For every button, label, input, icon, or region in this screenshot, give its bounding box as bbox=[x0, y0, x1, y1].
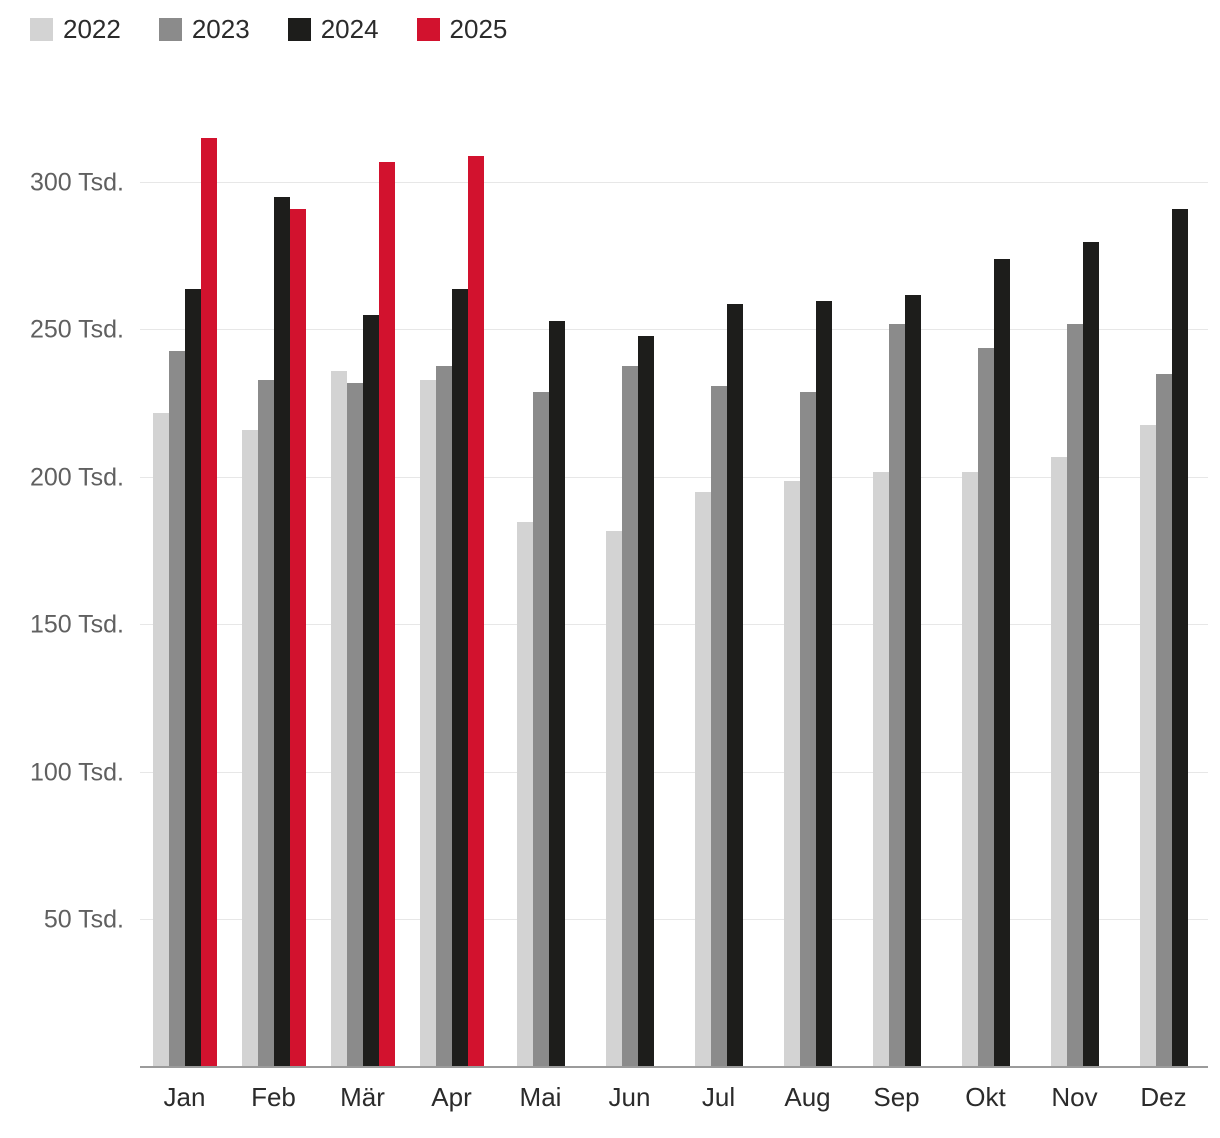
bar-2022-Feb bbox=[241, 430, 258, 1068]
bar-2022-Mai bbox=[516, 521, 533, 1068]
bar-group-Nov bbox=[1030, 94, 1119, 1068]
bar-2022-Nov bbox=[1050, 457, 1067, 1068]
legend-swatch-2022 bbox=[30, 17, 53, 41]
bar-2022-Mär bbox=[330, 371, 347, 1068]
bar-2022-Okt bbox=[961, 471, 978, 1068]
x-axis-label-Dez: Dez bbox=[1140, 1082, 1187, 1112]
x-axis-label-Feb: Feb bbox=[251, 1082, 296, 1112]
gridline-150: 150 Tsd. bbox=[30, 611, 1208, 639]
x-axis-label-Jul: Jul bbox=[701, 1082, 736, 1112]
y-axis-tick-label: 300 Tsd. bbox=[29, 168, 124, 197]
gridline-50: 50 Tsd. bbox=[44, 906, 1208, 934]
gridline-100: 100 Tsd. bbox=[30, 758, 1208, 786]
bar-2022-Jan bbox=[152, 412, 169, 1068]
bar-2025-Mär bbox=[378, 161, 395, 1068]
bar-group-Jan bbox=[140, 94, 229, 1068]
bar-2023-Mai bbox=[532, 392, 549, 1068]
bar-2023-Jul bbox=[710, 386, 727, 1068]
bar-2023-Feb bbox=[257, 380, 274, 1068]
x-axis: Jan Feb Mär Apr Mai Jun Jul Aug Sep Okt Nov Dez bbox=[140, 1068, 1208, 1113]
bar-2022-Jul bbox=[694, 492, 711, 1068]
legend-item-2022: 2022 bbox=[30, 14, 121, 45]
legend-label: 2025 bbox=[449, 13, 508, 44]
x-axis-label-Jun: Jun bbox=[608, 1082, 651, 1112]
bar-chart: 2022 2023 2024 2025 50 Tsd. 100 Tsd. 150 Tsd.… bbox=[18, 12, 1208, 1113]
y-axis-tick-label: 200 Tsd. bbox=[29, 463, 124, 492]
bar-2025-Feb bbox=[289, 209, 306, 1068]
gridlines: 50 Tsd. 100 Tsd. 150 Tsd. 200 Tsd. 250 Tsd. 3… bbox=[30, 94, 1208, 1068]
legend-item-2024: 2024 bbox=[287, 13, 379, 45]
bar-2023-Okt bbox=[977, 347, 994, 1068]
bar-2024-Aug bbox=[815, 300, 832, 1068]
bar-2024-Apr bbox=[451, 288, 468, 1068]
bar-2024-Dez bbox=[1171, 209, 1188, 1068]
legend-label: 2024 bbox=[320, 13, 379, 44]
bar-2023-Sep bbox=[888, 324, 905, 1068]
legend: 2022 2023 2024 2025 bbox=[18, 12, 1208, 46]
gridline-250: 250 Tsd. bbox=[30, 316, 1208, 344]
legend-label: 2022 bbox=[63, 13, 121, 44]
x-axis-label-Okt: Okt bbox=[965, 1082, 1006, 1112]
bar-2023-Aug bbox=[799, 392, 816, 1068]
plot-wrapper: 50 Tsd. 100 Tsd. 150 Tsd. 200 Tsd. 250 Tsd. 3… bbox=[18, 94, 1208, 1113]
bar-group-Okt bbox=[941, 94, 1030, 1068]
x-axis-label-Aug: Aug bbox=[784, 1082, 831, 1112]
bar-2024-Feb bbox=[273, 197, 290, 1068]
bar-2024-Mai bbox=[548, 321, 565, 1068]
legend-swatch-2024 bbox=[287, 17, 311, 41]
bar-2022-Sep bbox=[872, 471, 889, 1068]
bar-group-Dez bbox=[1119, 94, 1208, 1068]
bar-group-Aug bbox=[763, 94, 852, 1068]
y-axis-tick-label: 50 Tsd. bbox=[43, 905, 124, 934]
x-axis-label-Sep: Sep bbox=[873, 1082, 920, 1112]
plot-area: 50 Tsd. 100 Tsd. 150 Tsd. 200 Tsd. 250 Tsd. 3… bbox=[30, 94, 1208, 1068]
bar-2024-Jun bbox=[637, 336, 654, 1068]
bar-2022-Dez bbox=[1139, 424, 1156, 1068]
legend-swatch-2025 bbox=[416, 17, 440, 41]
bar-2023-Apr bbox=[435, 365, 452, 1068]
bar-group-Apr bbox=[407, 94, 496, 1068]
bar-group-Mär bbox=[318, 94, 407, 1068]
legend-item-2025: 2025 bbox=[416, 13, 508, 45]
bar-2024-Okt bbox=[993, 259, 1010, 1068]
bar-2022-Aug bbox=[783, 480, 800, 1068]
bar-2022-Jun bbox=[605, 530, 622, 1068]
bar-2023-Mär bbox=[346, 383, 363, 1068]
bar-2024-Jan bbox=[184, 288, 201, 1068]
gridline-200: 200 Tsd. bbox=[30, 463, 1208, 491]
bar-2025-Apr bbox=[467, 155, 484, 1068]
bar-2024-Mär bbox=[362, 315, 379, 1068]
bar-groups bbox=[140, 94, 1208, 1068]
bar-2023-Jun bbox=[621, 365, 638, 1068]
bar-2025-Jan bbox=[200, 138, 217, 1068]
legend-swatch-2023 bbox=[158, 17, 182, 41]
y-axis-tick-label: 150 Tsd. bbox=[29, 610, 124, 639]
legend-label: 2023 bbox=[191, 13, 250, 44]
bar-group-Jul bbox=[674, 94, 763, 1068]
x-axis-label-Jan: Jan bbox=[163, 1082, 206, 1112]
bar-group-Feb bbox=[229, 94, 318, 1068]
bar-group-Jun bbox=[585, 94, 674, 1068]
x-axis-line bbox=[140, 1066, 1208, 1068]
bar-2023-Jan bbox=[168, 350, 185, 1068]
bar-2023-Dez bbox=[1155, 374, 1172, 1068]
legend-item-2023: 2023 bbox=[158, 13, 250, 45]
bar-2022-Apr bbox=[419, 380, 436, 1068]
bar-2024-Jul bbox=[726, 303, 743, 1068]
x-axis-label-Mär: Mär bbox=[340, 1082, 385, 1112]
bar-2023-Nov bbox=[1066, 324, 1083, 1068]
bar-group-Mai bbox=[496, 94, 585, 1068]
bar-2024-Sep bbox=[904, 294, 921, 1068]
y-axis-tick-label: 250 Tsd. bbox=[29, 315, 124, 344]
x-axis-label-Nov: Nov bbox=[1051, 1082, 1098, 1112]
x-axis-label-Apr: Apr bbox=[431, 1082, 472, 1112]
bar-group-Sep bbox=[852, 94, 941, 1068]
bar-2024-Nov bbox=[1082, 241, 1099, 1068]
gridline-300: 300 Tsd. bbox=[30, 168, 1208, 196]
y-axis-tick-label: 100 Tsd. bbox=[29, 758, 124, 787]
x-axis-label-Mai: Mai bbox=[519, 1082, 562, 1112]
